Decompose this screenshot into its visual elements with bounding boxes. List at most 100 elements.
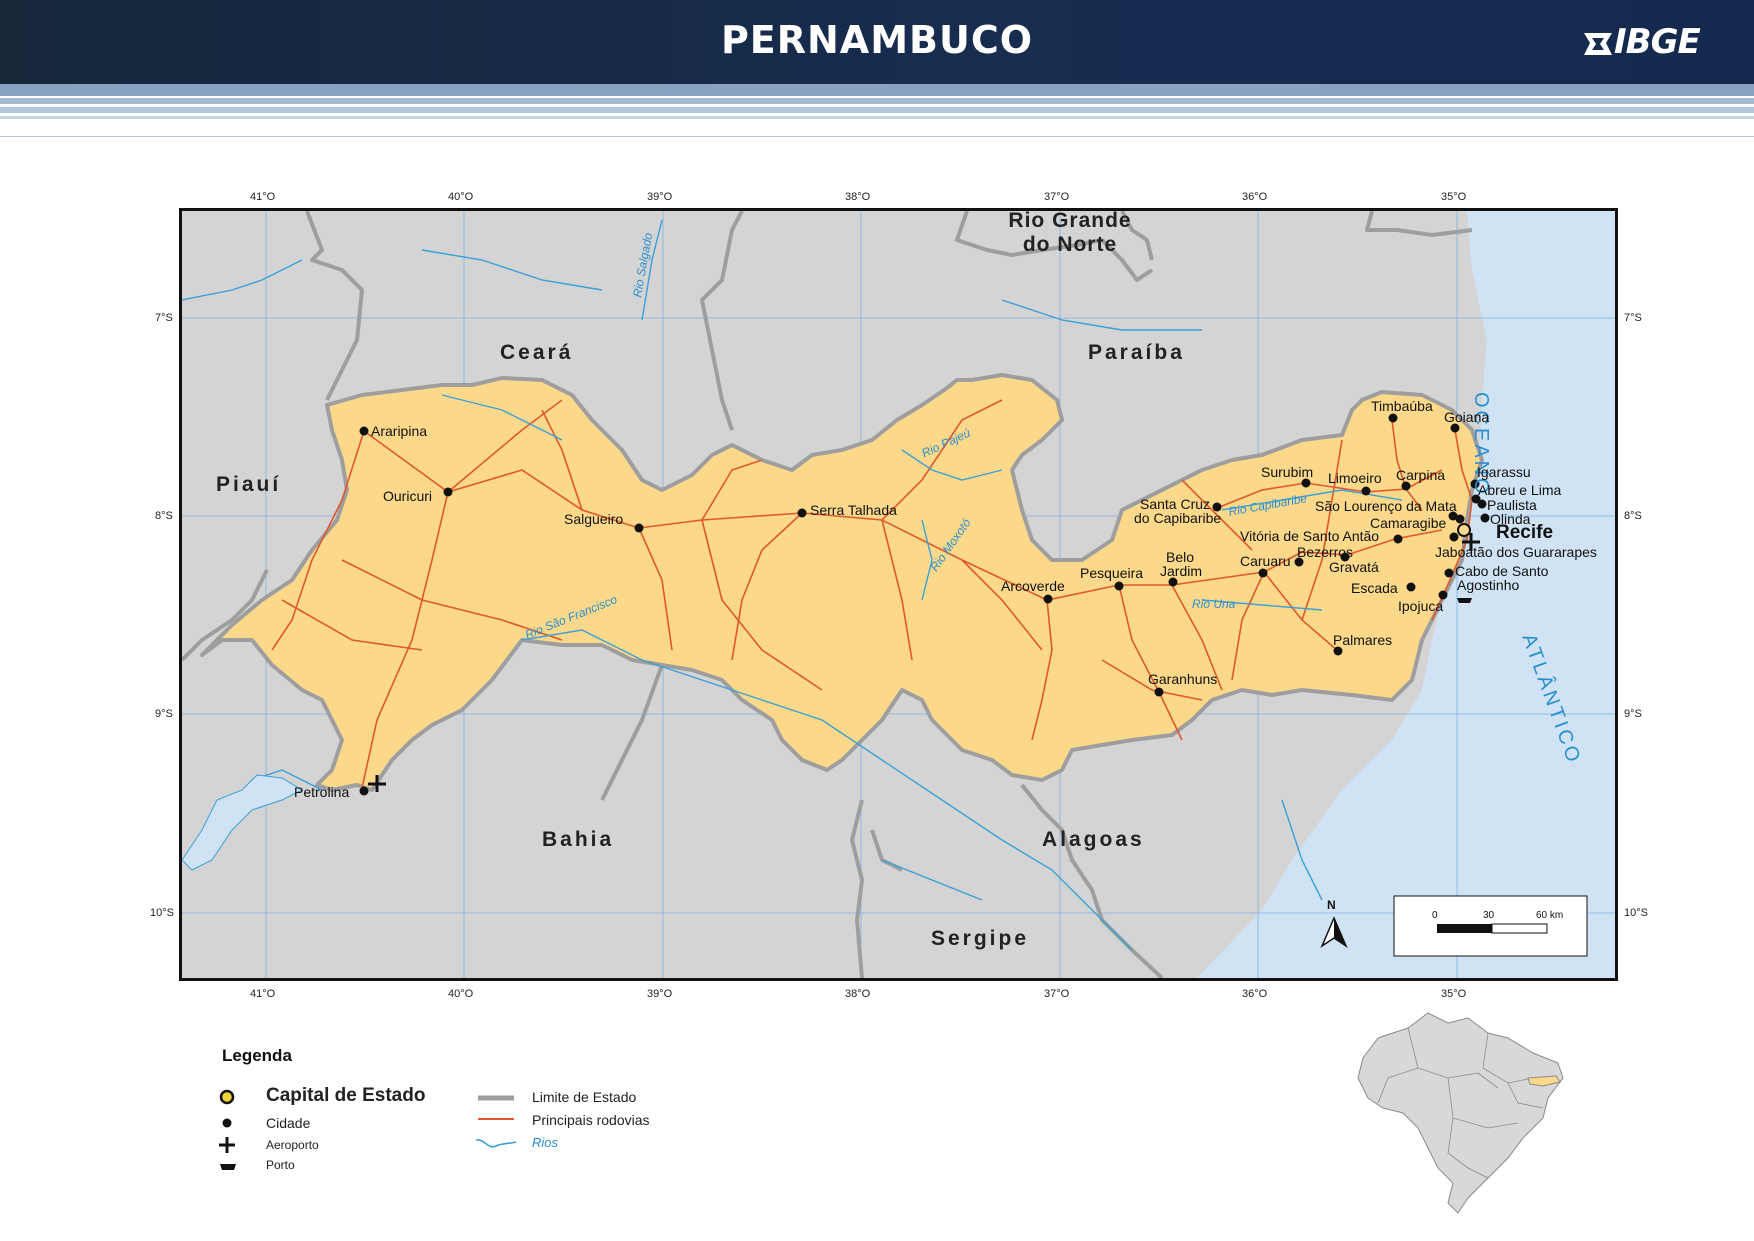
city-label: Santa Cruz	[1140, 496, 1211, 512]
city-label: Cabo de Santo	[1455, 563, 1549, 579]
lon-label-top: 35°O	[1441, 191, 1467, 203]
city-label: Igarassu	[1477, 464, 1531, 480]
lat-label-right: 7°S	[1624, 312, 1642, 324]
header-stripe	[0, 84, 1754, 96]
city-markers	[359, 413, 1490, 796]
header-stripe	[0, 107, 1754, 113]
page-title: PERNAMBUCO	[720, 18, 1034, 62]
label-ceara: Ceará	[500, 341, 574, 364]
lat-label-left: 9°S	[155, 708, 173, 720]
city-label: Arcoverde	[1001, 578, 1065, 594]
legend-state-limit-label: Limite de Estado	[532, 1089, 637, 1105]
city-label: Timbaúba	[1371, 398, 1433, 414]
legend-port-label: Porto	[266, 1158, 295, 1172]
scale-label: 30	[1483, 910, 1495, 921]
north-label: N	[1327, 898, 1336, 912]
label-rio-grande-do-norte: Rio Grande do Norte	[990, 209, 1150, 257]
city-label: Palmares	[1333, 632, 1393, 648]
lat-label-left: 10°S	[150, 907, 174, 919]
state-limit-legend-icon	[478, 1095, 514, 1101]
city-label: Limoeiro	[1328, 470, 1382, 486]
lon-label-top: 40°O	[448, 191, 474, 203]
city-label: Vitória de Santo Antão	[1240, 528, 1380, 544]
lat-label-right: 10°S	[1624, 907, 1648, 919]
city-label: Paulista	[1487, 497, 1537, 513]
city-label: Jardim	[1160, 563, 1203, 579]
city-label: Carpina	[1396, 467, 1446, 483]
lon-label-top: 41°O	[250, 191, 276, 203]
city-label: Salgueiro	[564, 511, 624, 527]
legend-roads-label: Principais rodovias	[532, 1112, 650, 1128]
city-label: Garanhuns	[1148, 671, 1218, 687]
neighbor-label-line: do Norte	[1022, 233, 1118, 256]
header-stripe	[0, 116, 1754, 119]
label-bahia: Bahia	[542, 828, 615, 851]
pernambuco-inset-highlight	[1527, 1075, 1561, 1087]
label-sergipe: Sergipe	[931, 927, 1030, 950]
city-label: Abreu e Lima	[1478, 482, 1562, 498]
lon-label-top: 36°O	[1242, 191, 1268, 203]
lon-label-top: 39°O	[647, 191, 673, 203]
rivers-network	[182, 219, 1403, 951]
brazil-inset-map	[1357, 1012, 1564, 1214]
port-icon	[1457, 598, 1472, 603]
road-legend-icon	[478, 1118, 514, 1120]
city-label: Agostinho	[1457, 577, 1520, 593]
airport-icon	[368, 533, 1480, 792]
scale-label: 60 km	[1536, 910, 1564, 921]
header-bar: PERNAMBUCO IBGE	[0, 0, 1754, 84]
capital-label: Recife	[1496, 522, 1554, 543]
city-label: Ipojuca	[1398, 598, 1444, 614]
legend-title: Legenda	[222, 1046, 292, 1065]
lon-label-bottom: 38°O	[845, 988, 871, 1000]
label-piaui: Piauí	[216, 473, 282, 496]
map-frame[interactable]	[179, 208, 1618, 981]
city-label: Surubim	[1261, 464, 1314, 480]
header-stripe	[0, 136, 1754, 137]
label-rio-una: Rio Una	[1192, 597, 1236, 611]
city-label: Serra Talhada	[810, 502, 897, 518]
city-label: Caruaru	[1240, 553, 1291, 569]
lat-label-left: 8°S	[155, 510, 173, 522]
legend-airport-label: Aeroporto	[266, 1138, 319, 1152]
city-label: São Lourenço da Mata	[1315, 498, 1457, 514]
scale-bar-black	[1437, 924, 1492, 933]
lon-label-bottom: 35°O	[1441, 988, 1467, 1000]
map-canvas[interactable]	[182, 211, 1615, 978]
lon-label-bottom: 41°O	[250, 988, 276, 1000]
label-alagoas: Alagoas	[1042, 828, 1145, 851]
neighbor-label-line: Rio Grande	[1008, 209, 1132, 232]
city-label: Camaragibe	[1370, 515, 1447, 531]
lon-label-bottom: 39°O	[647, 988, 673, 1000]
label-paraiba: Paraíba	[1088, 341, 1185, 364]
capital-marker[interactable]	[1457, 523, 1471, 537]
river-legend-icon	[475, 1139, 517, 1148]
capital-legend-icon	[219, 1089, 235, 1105]
scale-bar-white	[1491, 923, 1548, 934]
lat-label-left: 7°S	[155, 312, 173, 324]
city-label: Belo	[1166, 549, 1195, 565]
city-label: Gravatá	[1329, 559, 1379, 575]
city-label: Jaboatão dos Guararapes	[1435, 544, 1597, 560]
city-label: Bezerros	[1297, 544, 1354, 560]
lon-label-bottom: 40°O	[448, 988, 474, 1000]
lon-label-bottom: 36°O	[1242, 988, 1268, 1000]
lon-label-top: 37°O	[1044, 191, 1070, 203]
ibge-logo-icon	[1584, 33, 1612, 55]
header-stripe	[0, 98, 1754, 104]
sobradinho-lake	[182, 774, 304, 871]
city-label: Petrolina	[294, 784, 350, 800]
city-label: Olinda	[1490, 511, 1531, 527]
city-label: Ouricuri	[383, 488, 433, 504]
north-arrow-icon	[1334, 918, 1346, 946]
port-icon	[220, 1164, 236, 1170]
legend-city-label: Cidade	[266, 1115, 311, 1131]
lat-label-right: 9°S	[1624, 708, 1642, 720]
airport-icon	[219, 1137, 235, 1153]
city-legend-icon	[222, 1118, 232, 1128]
legend-capital-label: Capital de Estado	[266, 1085, 426, 1106]
city-label: Araripina	[371, 423, 428, 439]
lon-label-top: 38°O	[845, 191, 871, 203]
ocean-area	[1197, 211, 1615, 978]
city-label: do Capibaribe	[1134, 510, 1222, 526]
